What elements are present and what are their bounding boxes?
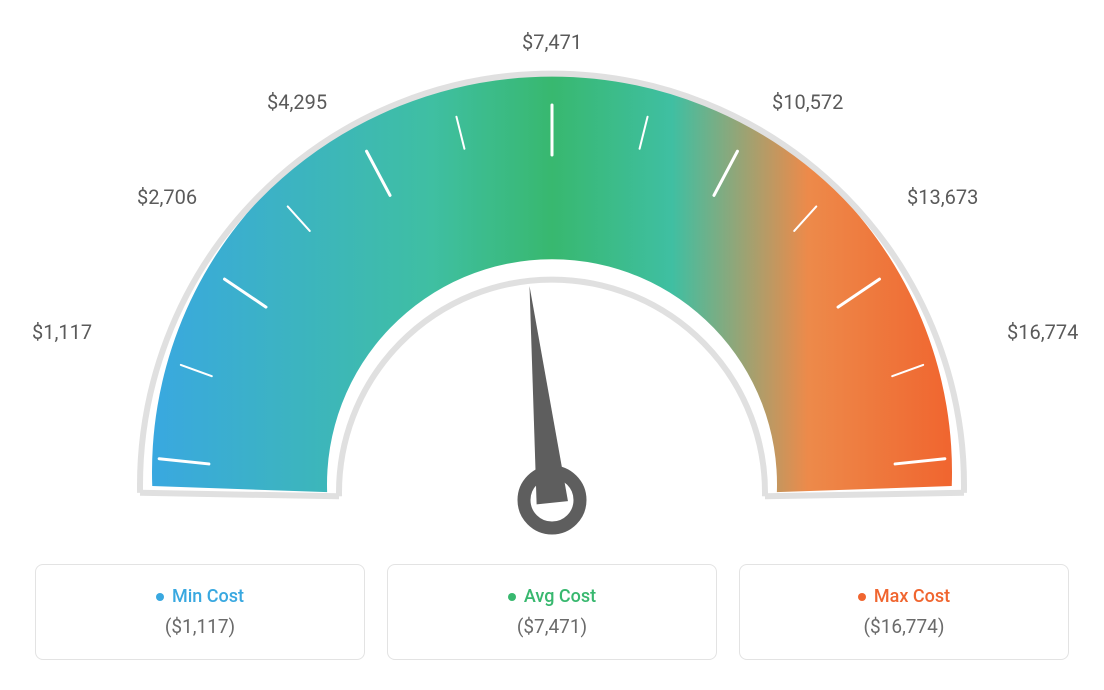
min-cost-label: Min Cost (172, 586, 244, 607)
avg-cost-value: ($7,471) (517, 615, 587, 638)
gauge-tick-label: $1,117 (32, 320, 92, 344)
max-cost-value: ($16,774) (864, 615, 945, 638)
min-cost-card: Min Cost ($1,117) (35, 564, 365, 660)
cost-summary-cards: Min Cost ($1,117) Avg Cost ($7,471) Max … (35, 564, 1069, 660)
avg-cost-card: Avg Cost ($7,471) (387, 564, 717, 660)
gauge-tick-label: $10,572 (772, 90, 843, 114)
gauge-tick-label: $4,295 (267, 90, 327, 114)
gauge-svg (22, 20, 1082, 550)
avg-cost-title: Avg Cost (508, 586, 596, 607)
gauge-tick-label: $7,471 (522, 30, 582, 54)
min-cost-value: ($1,117) (165, 615, 235, 638)
max-cost-title: Max Cost (858, 586, 950, 607)
gauge-tick-label: $13,673 (907, 185, 978, 209)
cost-gauge: $1,117 $2,706 $4,295 $7,471 $10,572 $13,673 $1… (22, 20, 1082, 550)
gauge-tick-label: $2,706 (137, 185, 197, 209)
min-cost-dot (156, 593, 164, 601)
max-cost-label: Max Cost (874, 586, 950, 607)
max-cost-card: Max Cost ($16,774) (739, 564, 1069, 660)
avg-cost-dot (508, 593, 516, 601)
gauge-tick-label: $16,774 (1007, 320, 1078, 344)
avg-cost-label: Avg Cost (524, 586, 596, 607)
min-cost-title: Min Cost (156, 586, 244, 607)
max-cost-dot (858, 593, 866, 601)
